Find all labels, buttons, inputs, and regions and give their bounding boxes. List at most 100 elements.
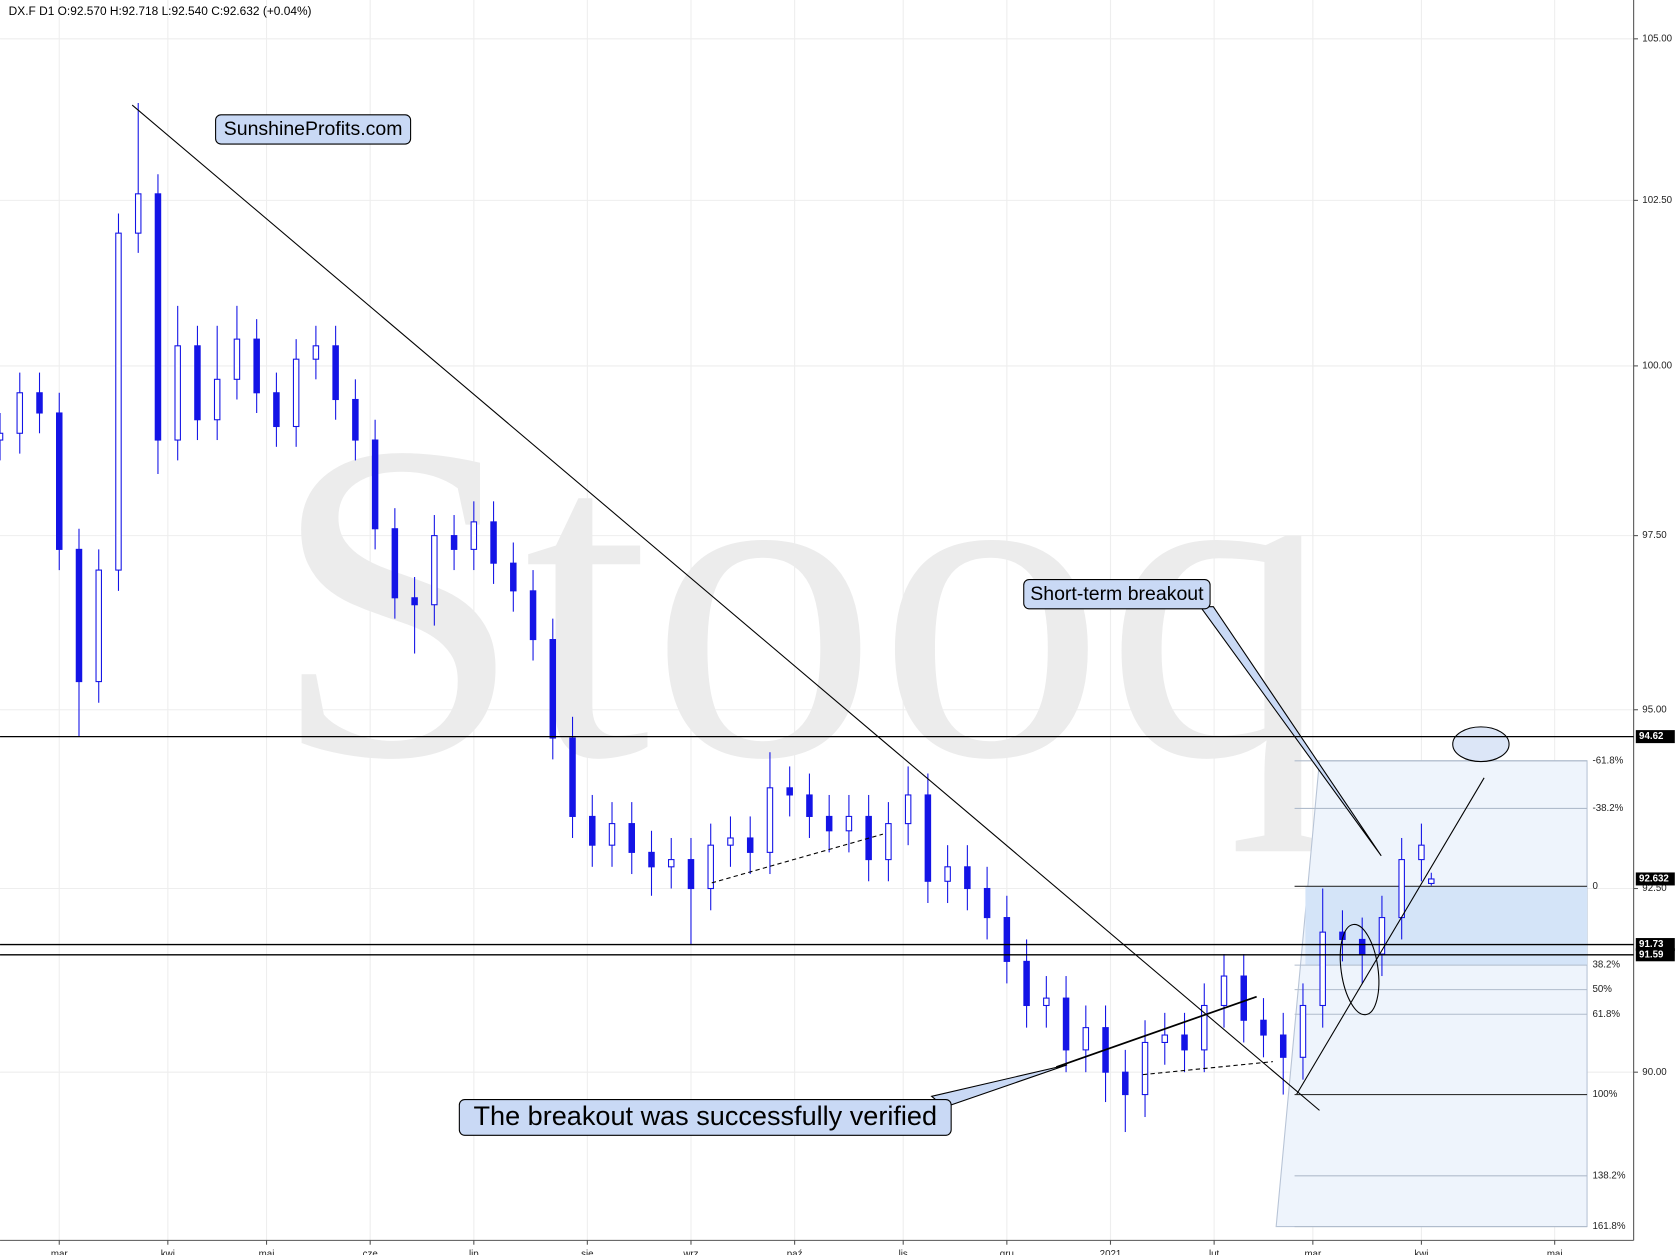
candle-body: [1240, 975, 1247, 1021]
level-tag: [1635, 948, 1675, 962]
dashed-line: [1142, 1061, 1273, 1076]
candle-body: [1201, 1004, 1208, 1051]
candle-body: [352, 398, 359, 441]
x-tick-label: mar: [1304, 1249, 1322, 1255]
candle-body: [253, 338, 260, 394]
candle-body: [0, 432, 4, 441]
x-tick-label: 2021: [1100, 1249, 1122, 1255]
candle-body: [608, 823, 616, 846]
fib-label: -61.8%: [1592, 755, 1623, 766]
candle-body: [746, 837, 754, 853]
candle-body: [1378, 917, 1386, 955]
fib-label: 100%: [1592, 1089, 1617, 1100]
candle-body: [667, 859, 675, 868]
level-tag: [1635, 938, 1675, 952]
callouts: SunshineProfits.com Short-term breakout …: [215, 114, 1211, 1136]
x-tick-label: paź: [787, 1249, 803, 1255]
trend-line: [1055, 995, 1257, 1068]
candle-body: [904, 794, 912, 825]
candle-body: [36, 392, 43, 414]
trend-line: [1296, 777, 1485, 1095]
candle-body: [569, 737, 576, 817]
candle-body: [332, 345, 339, 401]
y-tick-label: 95.00: [1642, 704, 1667, 715]
x-tick-label: maj: [259, 1249, 275, 1255]
y-tick-label: 92.50: [1642, 883, 1667, 894]
dashed-line: [711, 833, 884, 884]
candle-body: [1358, 938, 1366, 955]
y-tick-label: 97.50: [1642, 530, 1667, 541]
level-tag: [1635, 730, 1675, 744]
candle-body: [648, 851, 655, 868]
candle-body: [727, 837, 734, 846]
candle-body: [56, 412, 63, 550]
candle-body: [1181, 1034, 1188, 1051]
x-tick-label: cze: [363, 1249, 378, 1255]
candle-body: [134, 193, 142, 234]
candle-body: [1062, 997, 1070, 1051]
candle-body: [450, 535, 458, 550]
candle-body: [1279, 1034, 1287, 1058]
candle-body: [1161, 1034, 1169, 1043]
candle-body: [924, 794, 932, 882]
candle-body: [1260, 1019, 1267, 1036]
fib-label: 0: [1592, 881, 1598, 892]
candle-body: [786, 787, 793, 796]
candle-body: [391, 528, 399, 599]
fib-label: -38.2%: [1592, 803, 1623, 814]
candle-body: [549, 639, 557, 739]
candle-body: [95, 569, 102, 683]
candle-body: [431, 535, 438, 606]
candle-body: [194, 345, 201, 421]
y-tick-label: 90.00: [1642, 1067, 1667, 1078]
fib-label: 38.2%: [1592, 960, 1620, 971]
y-tick-label: 105.00: [1642, 33, 1672, 44]
candle-body: [1319, 931, 1326, 1007]
candle-body: [292, 358, 300, 428]
candle-body: [312, 345, 320, 360]
candle-body: [983, 887, 991, 919]
candle-body: [1003, 917, 1011, 962]
candle-body: [1398, 859, 1405, 919]
level-label: 91.73: [1639, 939, 1664, 950]
candle-body: [1220, 975, 1228, 1007]
candle-body: [1043, 997, 1050, 1007]
candle-body: [825, 815, 833, 832]
callout-box: [1023, 579, 1211, 610]
candle-body: [707, 844, 714, 890]
candle-body: [154, 193, 162, 441]
trend-line: [131, 104, 1320, 1111]
fibonacci: -61.8% -38.2% 0 38.2% 50% 61.8% 100% 138.2% 161.…: [1275, 755, 1626, 1232]
candle-body: [1299, 1004, 1307, 1058]
ellipse: [1339, 923, 1380, 1016]
candle-body: [529, 590, 537, 641]
candle-body: [213, 378, 221, 421]
candle-body: [628, 823, 636, 853]
candle-body: [411, 597, 418, 606]
ellipse: [1452, 726, 1510, 763]
fib-label: 61.8%: [1592, 1009, 1620, 1020]
candle-body: [470, 521, 478, 550]
x-tick-label: wrz: [682, 1249, 698, 1255]
y-tick-label: 102.50: [1642, 195, 1672, 206]
callout-text: The breakout was successfully verified: [473, 1100, 937, 1131]
candle-body: [115, 232, 122, 571]
candle-body: [1082, 1027, 1090, 1051]
candle-body: [766, 787, 774, 853]
fib-band: [1305, 886, 1588, 966]
price-tag: [1635, 872, 1675, 886]
fib-label: 161.8%: [1592, 1221, 1625, 1232]
candle-body: [1122, 1071, 1129, 1096]
candle-body: [16, 392, 24, 434]
candle-body: [510, 562, 517, 592]
candle-body: [273, 392, 280, 428]
candle-body: [687, 859, 695, 890]
x-tick-label: kwi: [1414, 1249, 1428, 1255]
callout-text: SunshineProfits.com: [224, 118, 403, 140]
callout-box: [458, 1099, 952, 1136]
candle-body: [75, 548, 83, 683]
callout-box: [215, 114, 412, 145]
candle-body: [174, 345, 181, 441]
candle-body: [885, 823, 892, 861]
